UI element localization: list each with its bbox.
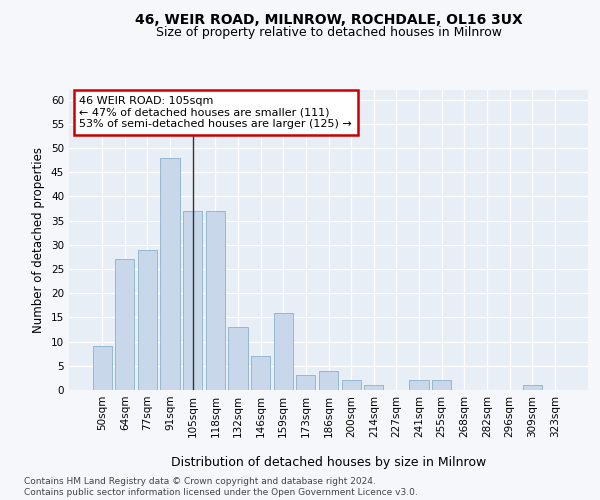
Text: Size of property relative to detached houses in Milnrow: Size of property relative to detached ho… [156, 26, 502, 39]
Bar [160, 158, 180, 390]
Bar [341, 380, 361, 390]
Y-axis label: Number of detached properties: Number of detached properties [32, 147, 46, 333]
Text: 46 WEIR ROAD: 105sqm
← 47% of detached houses are smaller (111)
53% of semi-deta: 46 WEIR ROAD: 105sqm ← 47% of detached h… [79, 96, 352, 129]
Bar [319, 370, 338, 390]
Bar [115, 260, 134, 390]
Bar [409, 380, 428, 390]
Bar [296, 376, 316, 390]
Bar [251, 356, 270, 390]
Bar [364, 385, 383, 390]
Bar [138, 250, 157, 390]
Text: Distribution of detached houses by size in Milnrow: Distribution of detached houses by size … [171, 456, 487, 469]
Bar [183, 211, 202, 390]
Bar [432, 380, 451, 390]
Bar [523, 385, 542, 390]
Text: 46, WEIR ROAD, MILNROW, ROCHDALE, OL16 3UX: 46, WEIR ROAD, MILNROW, ROCHDALE, OL16 3… [135, 12, 523, 26]
Bar [229, 327, 248, 390]
Bar [274, 312, 293, 390]
Bar [92, 346, 112, 390]
Text: Contains HM Land Registry data © Crown copyright and database right 2024.
Contai: Contains HM Land Registry data © Crown c… [24, 478, 418, 497]
Bar [206, 211, 225, 390]
